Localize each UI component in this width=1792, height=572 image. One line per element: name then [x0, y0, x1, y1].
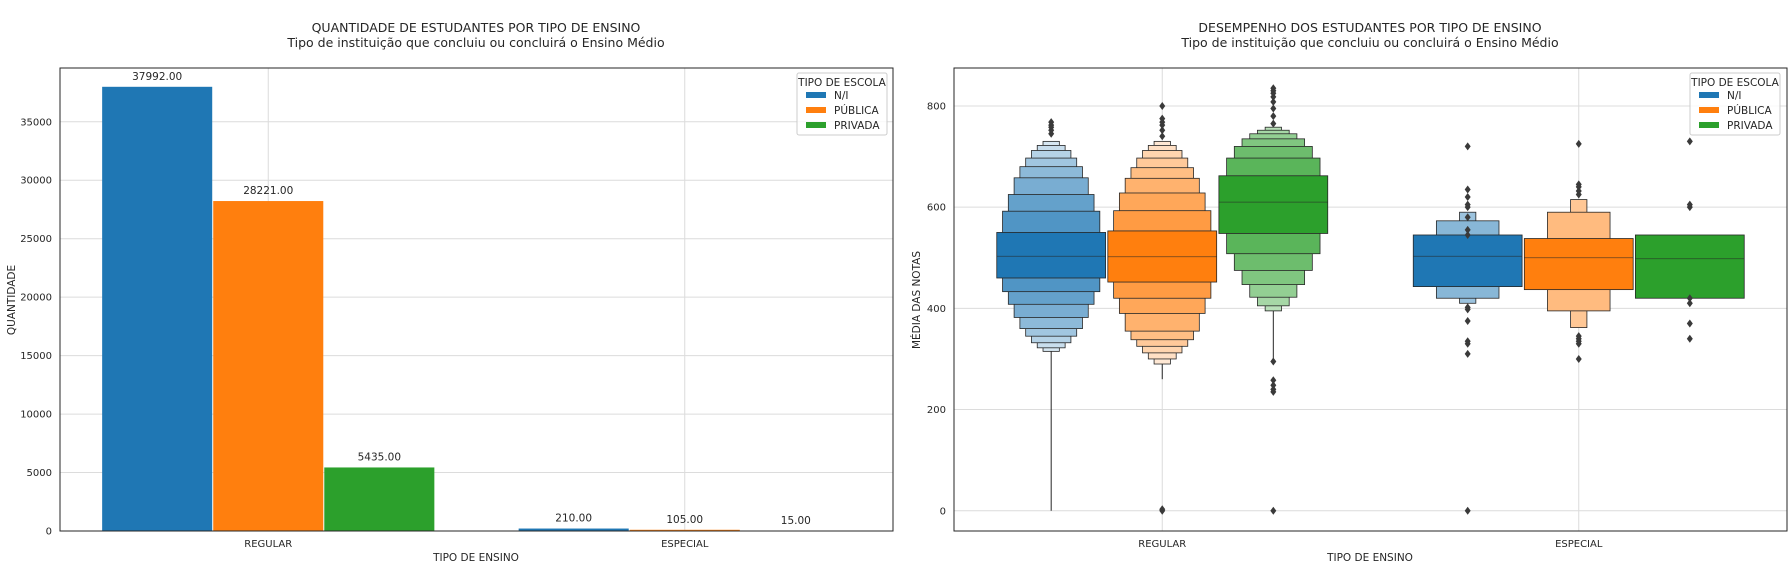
boxen-outlier — [1687, 320, 1693, 328]
left-bars — [102, 87, 851, 531]
right-boxen-plots — [997, 84, 1744, 515]
right-y-tick-labels: 0 200 400 600 800 — [927, 101, 946, 517]
left-x-tick-label-especial: ESPECIAL — [661, 539, 709, 550]
boxen-outlier — [1465, 317, 1471, 325]
boxen-outlier — [1465, 193, 1471, 201]
left-y-tick-label: 25000 — [20, 234, 52, 245]
right-x-tick-labels: REGULAR ESPECIAL — [1138, 539, 1603, 550]
boxen-outlier — [1576, 140, 1582, 148]
left-y-tick-label: 10000 — [20, 410, 52, 421]
right-legend-swatch-ni — [1699, 92, 1719, 98]
bar-value-label: 15.00 — [781, 515, 811, 527]
left-y-tick-label: 15000 — [20, 351, 52, 362]
chart-performance-by-teaching-type: DESEMPENHO DOS ESTUDANTES POR TIPO DE EN… — [910, 20, 1787, 564]
boxen-outlier — [1576, 355, 1582, 363]
bar-value-label: 105.00 — [666, 514, 703, 526]
left-y-tick-labels: 0 5000 10000 15000 20000 25000 30000 35000 — [20, 117, 52, 537]
left-legend-title: TIPO DE ESCOLA — [797, 77, 886, 89]
right-y-tick-label: 0 — [940, 506, 946, 517]
boxen-n-i-regular — [997, 118, 1106, 511]
boxen-outlier — [1687, 335, 1693, 343]
boxen-level — [1635, 235, 1744, 298]
left-y-tick-label: 0 — [46, 527, 52, 538]
left-legend-swatch-publica — [806, 107, 826, 113]
right-y-axis-label: MÉDIA DAS NOTAS — [910, 251, 923, 349]
boxen-level — [997, 232, 1106, 278]
boxen-outlier — [1159, 505, 1165, 513]
bar-value-label: 37992.00 — [132, 71, 182, 83]
left-legend-label-publica: PÚBLICA — [834, 104, 879, 117]
boxen-outlier — [1465, 350, 1471, 358]
right-x-axis-label: TIPO DE ENSINO — [1326, 552, 1413, 564]
left-x-tick-labels: REGULAR ESPECIAL — [244, 539, 709, 550]
boxen-outlier — [1270, 120, 1276, 128]
right-y-tick-label: 400 — [927, 304, 946, 315]
left-legend-label-ni: N/I — [834, 90, 849, 102]
right-legend: TIPO DE ESCOLA N/I PÚBLICA PRIVADA — [1690, 73, 1780, 135]
boxen-outlier — [1270, 507, 1276, 515]
right-chart-subtitle: Tipo de instituição que concluiu ou conc… — [1180, 35, 1558, 50]
right-x-tick-label-especial: ESPECIAL — [1555, 539, 1603, 550]
boxen-outlier — [1270, 112, 1276, 120]
boxen-outlier — [1465, 142, 1471, 150]
left-x-axis-label: TIPO DE ENSINO — [432, 552, 519, 564]
bar-n-i-regular — [102, 87, 212, 531]
boxen-outlier — [1270, 376, 1276, 384]
boxen-n-i-especial — [1413, 142, 1522, 514]
left-x-tick-label-regular: REGULAR — [244, 539, 292, 550]
bar-value-label: 5435.00 — [358, 451, 401, 463]
right-legend-title: TIPO DE ESCOLA — [1690, 77, 1779, 89]
left-chart-subtitle: Tipo de instituição que concluiu ou conc… — [286, 35, 664, 50]
left-y-tick-label: 35000 — [20, 117, 52, 128]
bar-value-label: 210.00 — [555, 513, 592, 525]
left-legend-swatch-privada — [806, 122, 826, 128]
left-y-axis-label: QUANTIDADE — [6, 265, 18, 335]
left-y-tick-label: 20000 — [20, 293, 52, 304]
right-chart-title: DESEMPENHO DOS ESTUDANTES POR TIPO DE EN… — [1198, 20, 1541, 35]
right-y-tick-label: 200 — [927, 405, 946, 416]
left-legend: TIPO DE ESCOLA N/I PÚBLICA PRIVADA — [797, 73, 887, 135]
boxen-outlier — [1465, 507, 1471, 515]
boxen-outlier — [1270, 357, 1276, 365]
chart-quantity-by-teaching-type: QUANTIDADE DE ESTUDANTES POR TIPO DE ENS… — [6, 20, 893, 564]
right-y-tick-label: 800 — [927, 101, 946, 112]
right-legend-label-privada: PRIVADA — [1727, 120, 1773, 132]
right-x-tick-label-regular: REGULAR — [1138, 539, 1186, 550]
right-legend-label-publica: PÚBLICA — [1727, 104, 1772, 117]
left-chart-title: QUANTIDADE DE ESTUDANTES POR TIPO DE ENS… — [312, 20, 641, 35]
boxen-privada-regular — [1219, 84, 1328, 515]
right-legend-swatch-publica — [1699, 107, 1719, 113]
boxen-level — [1413, 235, 1522, 287]
right-legend-label-ni: N/I — [1727, 90, 1742, 102]
right-y-tick-label: 600 — [927, 203, 946, 214]
boxen-outlier — [1159, 102, 1165, 110]
right-legend-swatch-privada — [1699, 122, 1719, 128]
bar-privada-regular — [324, 467, 434, 531]
bar-value-label: 28221.00 — [243, 185, 293, 197]
boxen-outlier — [1687, 137, 1693, 145]
left-legend-label-privada: PRIVADA — [834, 120, 880, 132]
boxen-outlier — [1465, 185, 1471, 193]
boxen-level — [1524, 239, 1633, 290]
left-y-tick-label: 5000 — [27, 468, 52, 479]
bar-publica-regular — [213, 201, 323, 531]
boxen-privada-especial — [1635, 137, 1744, 342]
left-legend-swatch-ni — [806, 92, 826, 98]
left-y-tick-label: 30000 — [20, 176, 52, 187]
boxen-level — [1219, 176, 1328, 234]
